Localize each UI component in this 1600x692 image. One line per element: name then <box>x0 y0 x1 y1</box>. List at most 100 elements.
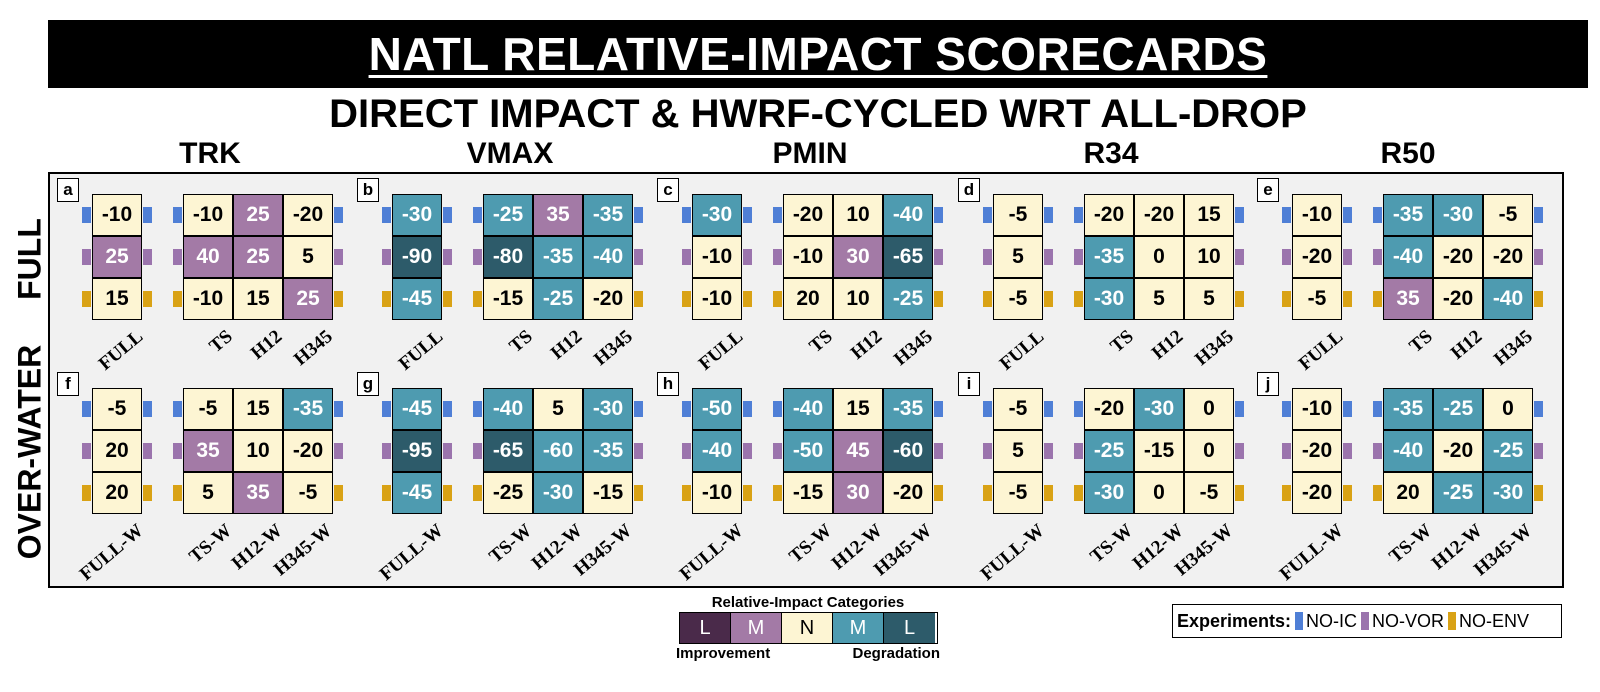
experiment-tick <box>773 207 782 223</box>
score-cell-f-1-0: 35 <box>183 430 233 472</box>
experiment-tick <box>682 443 691 459</box>
experiment-tick <box>443 485 452 501</box>
score-cell-h-0-2: -35 <box>883 388 933 430</box>
score-cell-g-1-2: -35 <box>583 430 633 472</box>
score-cell-b-2-2: -20 <box>583 278 633 320</box>
experiment-tick <box>334 291 343 307</box>
x-label-a-1: H12 <box>246 326 287 364</box>
experiment-tick <box>743 291 752 307</box>
score-cell-c-single-2: -10 <box>692 278 742 320</box>
experiment-tick <box>1074 249 1083 265</box>
score-cell-i-1-0: -25 <box>1084 430 1134 472</box>
experiment-tick <box>443 443 452 459</box>
experiment-tick <box>1343 443 1352 459</box>
score-cell-e-single-1: -20 <box>1292 236 1342 278</box>
score-cell-d-0-1: -20 <box>1134 194 1184 236</box>
experiment-tick <box>82 443 91 459</box>
score-cell-i-1-2: 0 <box>1184 430 1234 472</box>
score-cell-e-1-0: -40 <box>1383 236 1433 278</box>
score-cell-e-2-2: -40 <box>1483 278 1533 320</box>
score-cell-d-single-2: -5 <box>993 278 1043 320</box>
experiment-tick <box>1235 485 1244 501</box>
experiment-tick <box>1074 443 1083 459</box>
score-cell-h-single-0: -50 <box>692 388 742 430</box>
score-cell-a-single-1: 25 <box>92 236 142 278</box>
experiment-tick <box>773 291 782 307</box>
score-cell-h-0-1: 15 <box>833 388 883 430</box>
experiment-tick <box>443 401 452 417</box>
experiment-tick <box>1282 401 1291 417</box>
x-label-f-single: FULL-W <box>75 520 148 585</box>
experiment-tick <box>473 443 482 459</box>
experiment-label: NO-ENV <box>1459 610 1530 631</box>
experiment-tick <box>1044 207 1053 223</box>
experiment-swatch <box>1448 612 1457 630</box>
experiment-tick <box>173 249 182 265</box>
x-label-c-single: FULL <box>694 326 748 375</box>
score-cell-j-0-0: -35 <box>1383 388 1433 430</box>
score-cell-i-0-2: 0 <box>1184 388 1234 430</box>
experiment-tick <box>382 485 391 501</box>
score-cell-h-2-2: -20 <box>883 472 933 514</box>
experiment-tick <box>743 207 752 223</box>
score-cell-h-single-2: -10 <box>692 472 742 514</box>
score-cell-g-2-2: -15 <box>583 472 633 514</box>
panel-letter-e: e <box>1257 178 1279 202</box>
x-label-j-single: FULL-W <box>1275 520 1348 585</box>
score-cell-a-0-2: -20 <box>283 194 333 236</box>
x-label-a-0: TS <box>205 326 237 358</box>
experiment-tick <box>1235 401 1244 417</box>
experiment-tick <box>983 249 992 265</box>
metric-title-r50: R50 <box>1380 137 1436 170</box>
panel-letter-h: h <box>657 372 679 396</box>
x-label-d-single: FULL <box>995 326 1049 375</box>
score-cell-i-0-0: -20 <box>1084 388 1134 430</box>
score-cell-d-2-0: -30 <box>1084 278 1134 320</box>
score-cell-g-0-0: -40 <box>483 388 533 430</box>
score-cell-j-2-1: -25 <box>1433 472 1483 514</box>
score-cell-g-2-1: -30 <box>533 472 583 514</box>
degradation-label: Degradation <box>852 645 940 662</box>
experiment-tick <box>382 401 391 417</box>
score-cell-h-1-2: -60 <box>883 430 933 472</box>
experiment-tick <box>773 401 782 417</box>
experiment-tick <box>743 485 752 501</box>
experiment-tick <box>1044 443 1053 459</box>
score-cell-b-single-1: -90 <box>392 236 442 278</box>
experiment-tick <box>1044 401 1053 417</box>
score-cell-h-1-1: 45 <box>833 430 883 472</box>
score-cell-c-2-0: 20 <box>783 278 833 320</box>
metric-title-r34: R34 <box>1083 137 1139 170</box>
experiment-tick <box>983 291 992 307</box>
experiment-tick <box>1074 207 1083 223</box>
score-cell-b-2-1: -25 <box>533 278 583 320</box>
score-cell-a-1-1: 25 <box>233 236 283 278</box>
score-cell-j-1-1: -20 <box>1433 430 1483 472</box>
score-cell-d-1-1: 0 <box>1134 236 1184 278</box>
score-cell-i-2-1: 0 <box>1134 472 1184 514</box>
score-cell-a-0-0: -10 <box>183 194 233 236</box>
score-cell-b-single-2: -45 <box>392 278 442 320</box>
score-cell-c-single-0: -30 <box>692 194 742 236</box>
x-label-b-2: H345 <box>590 326 637 370</box>
score-cell-e-single-2: -5 <box>1292 278 1342 320</box>
panel-letter-b: b <box>357 178 379 202</box>
score-cell-i-2-0: -30 <box>1084 472 1134 514</box>
experiment-tick <box>173 443 182 459</box>
experiment-tick <box>382 207 391 223</box>
improvement-label: Improvement <box>676 645 771 662</box>
score-cell-a-1-0: 40 <box>183 236 233 278</box>
experiment-tick <box>82 485 91 501</box>
experiment-tick <box>1534 401 1543 417</box>
experiment-tick <box>82 207 91 223</box>
score-cell-a-2-1: 15 <box>233 278 283 320</box>
score-cell-e-0-1: -30 <box>1433 194 1483 236</box>
experiment-legend-item-no-ic: NO-IC <box>1295 611 1357 632</box>
experiment-tick <box>1373 443 1382 459</box>
experiment-tick <box>1235 291 1244 307</box>
experiment-tick <box>1044 485 1053 501</box>
experiment-tick <box>773 249 782 265</box>
experiment-tick <box>1074 291 1083 307</box>
